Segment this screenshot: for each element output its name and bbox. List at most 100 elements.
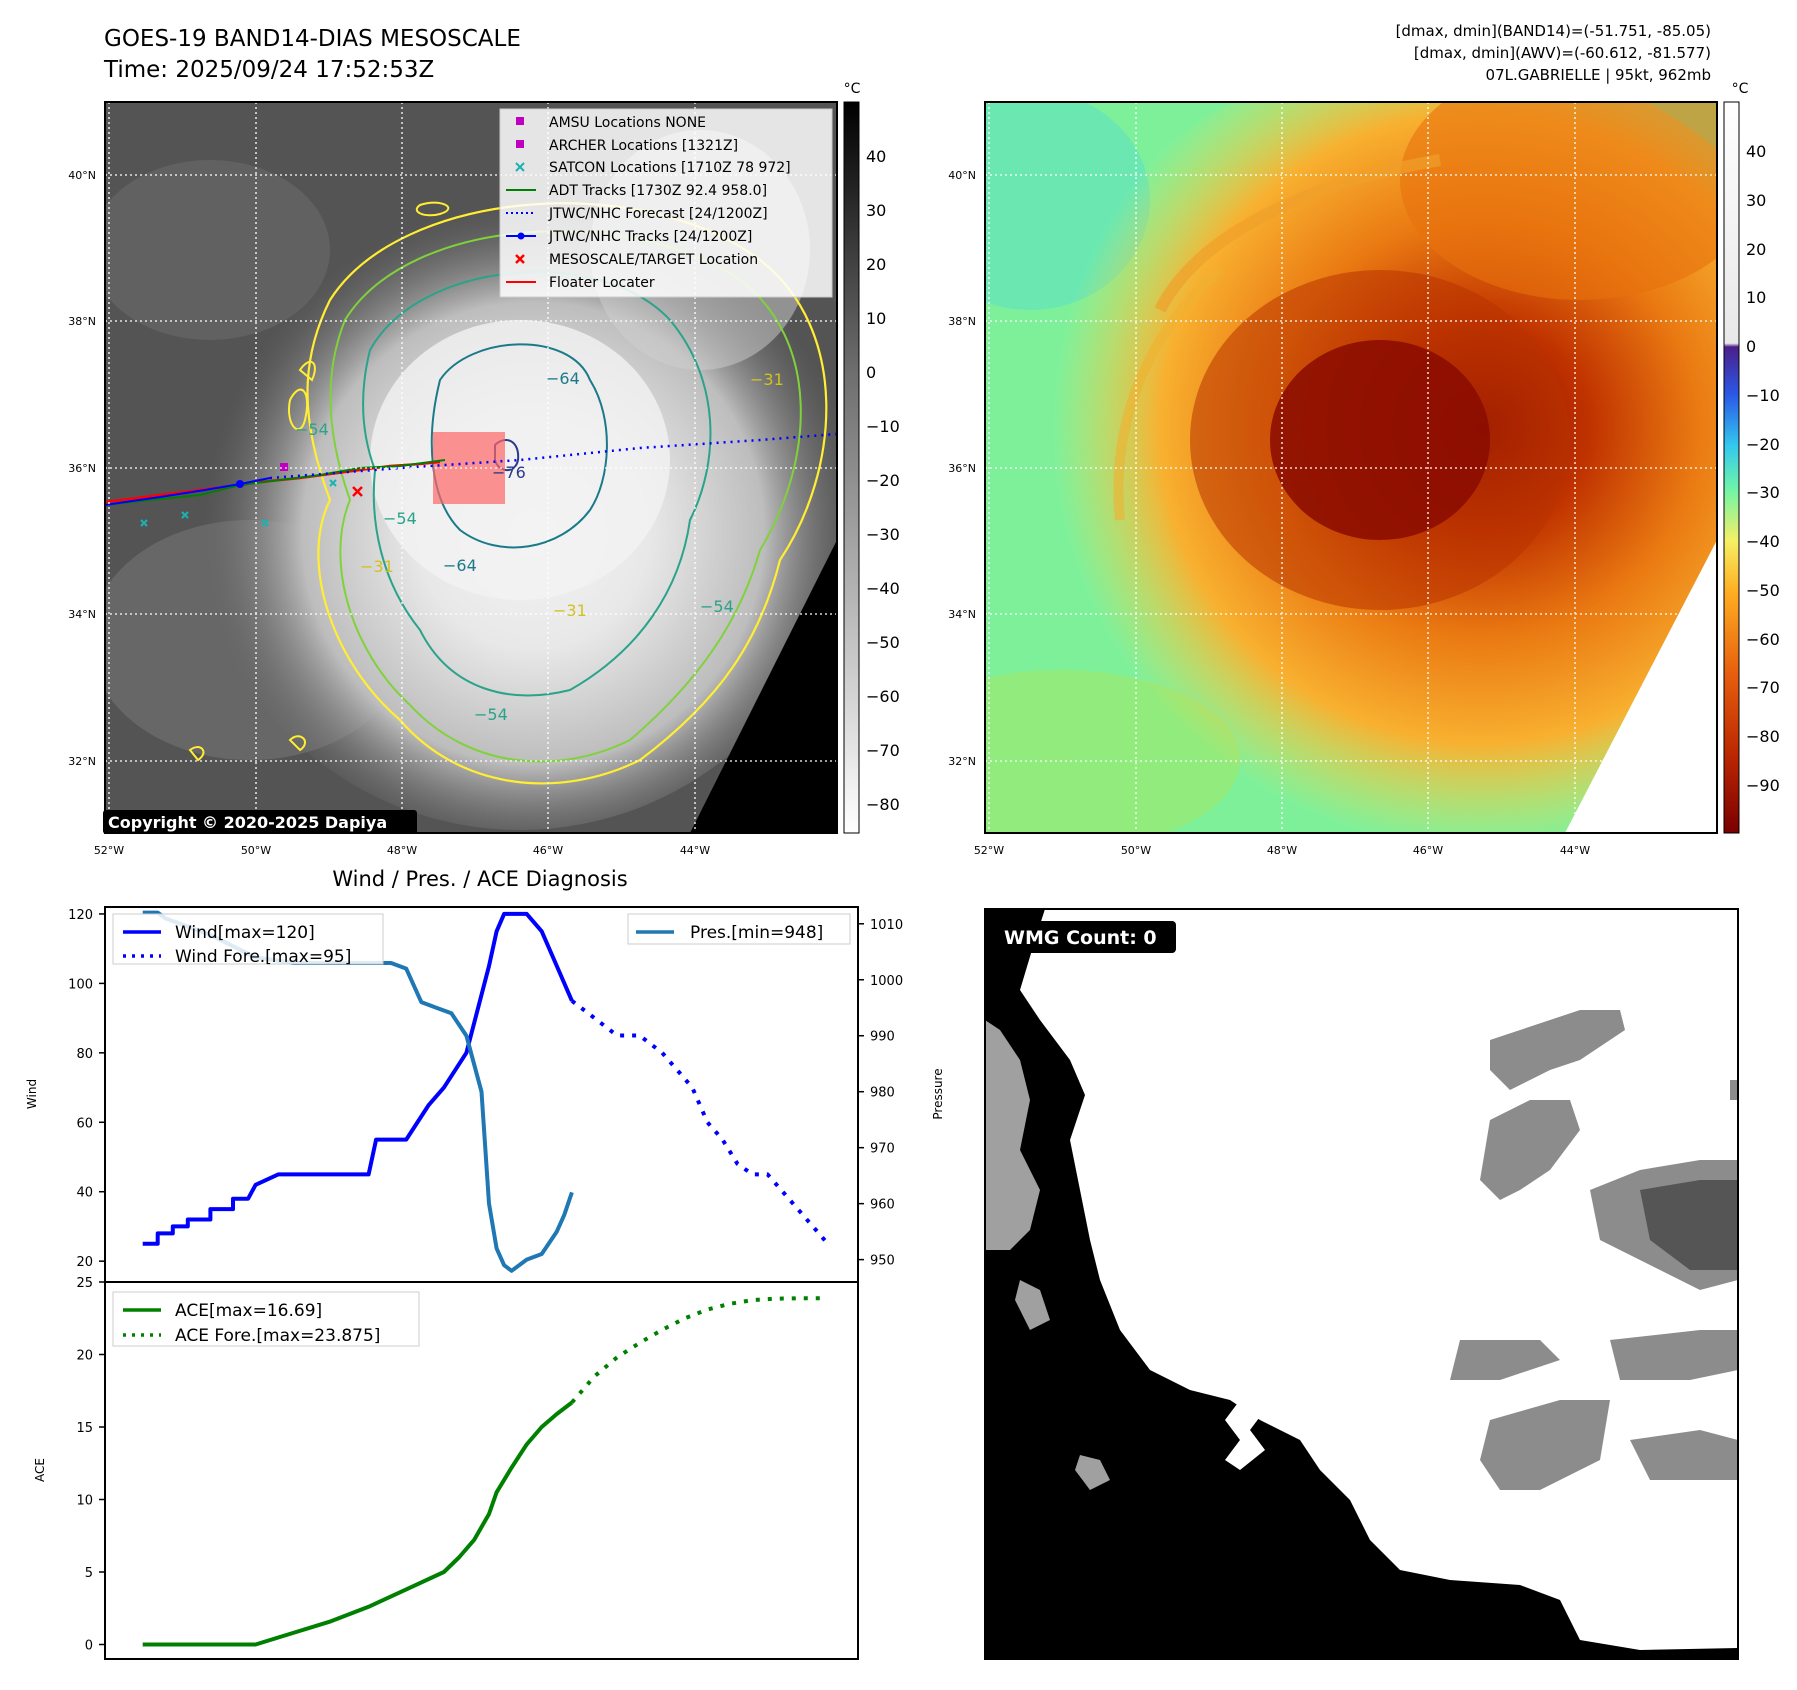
y-tick-label: 20 — [76, 1255, 93, 1270]
legend-pres: Pres.[min=948] — [690, 923, 823, 943]
legend-target: MESOSCALE/TARGET Location — [549, 252, 758, 268]
ir-colorbar — [843, 101, 860, 834]
adt-track — [105, 459, 446, 506]
ace-ticks: 0 5 10 15 20 25 — [76, 1276, 105, 1654]
svg-text:−80: −80 — [1746, 727, 1780, 746]
svg-text:−40: −40 — [866, 579, 900, 598]
svg-text:52°W: 52°W — [94, 844, 124, 857]
svg-text:−40: −40 — [1746, 532, 1780, 551]
diagnosis-charts: Wind / Pres. / ACE Diagnosis Wind Pressu… — [25, 867, 945, 1660]
ir-map-panel: −64 −54 −64 −54 −31 −31 −54 −54 −31 −76 … — [68, 81, 900, 857]
svg-text:38°N: 38°N — [948, 315, 976, 328]
series-ace-fore- — [570, 1296, 821, 1404]
ir-colorbar-ticks: 40 30 20 10 0 −10 −20 −30 −40 −50 −60 −7… — [866, 147, 900, 814]
legend-floater: Floater Locater — [549, 275, 655, 291]
y-tick-label: 60 — [76, 1116, 93, 1131]
wmg-black-region — [985, 909, 1738, 1659]
svg-text:−70: −70 — [1746, 678, 1780, 697]
legend-forecast: JTWC/NHC Forecast [24/1200Z] — [548, 206, 768, 222]
chart-title: GOES-19 BAND14-DIAS MESOSCALE — [104, 26, 521, 52]
legend-amsu-marker — [516, 117, 524, 125]
y2-tick-label: 990 — [870, 1030, 895, 1045]
svg-text:−80: −80 — [866, 795, 900, 814]
svg-text:−54: −54 — [383, 509, 417, 528]
diagnosis-title: Wind / Pres. / ACE Diagnosis — [332, 867, 627, 891]
svg-text:−20: −20 — [1746, 435, 1780, 454]
awv-no-data-region — [1565, 540, 1717, 833]
svg-text:20: 20 — [866, 255, 886, 274]
svg-text:−54: −54 — [295, 420, 329, 439]
ir-lat-labels: 40°N 38°N 36°N 34°N 32°N — [68, 169, 96, 768]
ace-legend-box — [112, 1291, 420, 1347]
svg-text:46°W: 46°W — [533, 844, 563, 857]
svg-text:−31: −31 — [750, 370, 784, 389]
wmg-gray-blob-1 — [1490, 1010, 1625, 1090]
svg-text:48°W: 48°W — [1267, 844, 1297, 857]
y-tick-label: 10 — [76, 1494, 93, 1509]
svg-text:36°N: 36°N — [68, 462, 96, 475]
y-tick-label: 20 — [76, 1349, 93, 1364]
satcon-markers — [140, 479, 337, 527]
svg-text:50°W: 50°W — [241, 844, 271, 857]
svg-text:44°W: 44°W — [1560, 844, 1590, 857]
awv-lon-labels: 52°W 50°W 48°W 46°W 44°W — [974, 844, 1590, 857]
awv-colorbar-ticks: 40 30 20 10 0 −10 −20 −30 −40 −50 −60 −7… — [1746, 142, 1780, 795]
wmg-gray-blob-3 — [1480, 1400, 1610, 1490]
legend-archer-marker — [516, 140, 524, 148]
wmg-count-label: WMG Count: 0 — [1004, 927, 1157, 949]
svg-text:−90: −90 — [1746, 776, 1780, 795]
svg-text:0: 0 — [1746, 337, 1756, 356]
svg-text:30: 30 — [1746, 191, 1766, 210]
wmg-dark-blob — [1640, 1180, 1738, 1270]
legend-wind: Wind[max=120] — [175, 923, 315, 943]
svg-text:34°N: 34°N — [948, 608, 976, 621]
svg-text:−70: −70 — [866, 741, 900, 760]
y2-tick-label: 970 — [870, 1142, 895, 1157]
awv-grid — [985, 102, 1717, 833]
ir-no-data-region — [690, 540, 837, 833]
contour-labels: −64 −54 −64 −54 −31 −31 −54 −54 −31 −76 — [295, 369, 784, 724]
jtwc-track — [105, 477, 271, 506]
y-tick-label: 120 — [68, 908, 93, 923]
y-tick-label: 5 — [85, 1566, 93, 1581]
svg-text:10: 10 — [1746, 288, 1766, 307]
svg-text:46°W: 46°W — [1413, 844, 1443, 857]
svg-text:−10: −10 — [866, 417, 900, 436]
series-wind — [142, 911, 574, 1246]
svg-text:−31: −31 — [360, 557, 394, 576]
legend-wind-fore: Wind Fore.[max=95] — [175, 947, 351, 967]
svg-text:−20: −20 — [866, 471, 900, 490]
svg-text:32°N: 32°N — [68, 755, 96, 768]
svg-text:52°W: 52°W — [974, 844, 1004, 857]
wind-legend-box — [112, 913, 384, 965]
svg-text:20: 20 — [1746, 240, 1766, 259]
svg-text:−50: −50 — [866, 633, 900, 652]
svg-text:34°N: 34°N — [68, 608, 96, 621]
svg-text:48°W: 48°W — [387, 844, 417, 857]
svg-text:40°N: 40°N — [68, 169, 96, 182]
awv-colorbar-unit: °C — [1732, 81, 1749, 97]
ir-legend-box — [499, 108, 833, 298]
y2-tick-label: 1010 — [870, 918, 903, 933]
svg-text:38°N: 38°N — [68, 315, 96, 328]
awv-colorbar — [1723, 101, 1740, 834]
svg-text:−60: −60 — [866, 687, 900, 706]
legend-satcon-marker — [515, 162, 525, 172]
awv-map-panel: 40°N 38°N 36°N 34°N 32°N 52°W 50°W 48°W … — [948, 81, 1780, 857]
ace-ylabel: ACE — [33, 1458, 47, 1482]
wind-right-ticks: 950 960 970 980 990 1000 1010 — [858, 918, 903, 1269]
ir-colorbar-unit: °C — [844, 81, 861, 97]
ir-legend: AMSU Locations NONE ARCHER Locations [13… — [506, 115, 791, 291]
svg-text:−60: −60 — [1746, 630, 1780, 649]
svg-text:32°N: 32°N — [948, 755, 976, 768]
y-tick-label: 0 — [85, 1639, 93, 1654]
y-tick-label: 15 — [76, 1421, 93, 1436]
svg-text:40°N: 40°N — [948, 169, 976, 182]
copyright-text: Copyright © 2020-2025 Dapiya — [108, 813, 387, 832]
svg-text:50°W: 50°W — [1121, 844, 1151, 857]
legend-adt: ADT Tracks [1730Z 92.4 958.0] — [549, 183, 767, 199]
legend-ace-fore: ACE Fore.[max=23.875] — [175, 1326, 380, 1346]
legend-amsu: AMSU Locations NONE — [549, 115, 706, 131]
awv-lat-labels: 40°N 38°N 36°N 34°N 32°N — [948, 169, 976, 768]
svg-text:−30: −30 — [866, 525, 900, 544]
